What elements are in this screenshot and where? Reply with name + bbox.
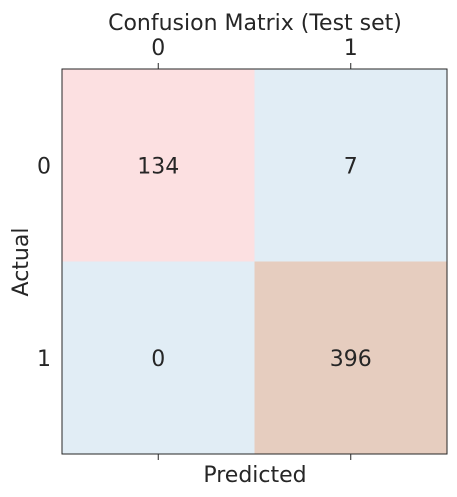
cell-value-label-1-1: 396 — [330, 347, 372, 372]
y-tick-label-0: 0 — [37, 154, 51, 179]
x-axis-label: Predicted — [203, 463, 306, 488]
heatmap-cell-1-1 — [254, 261, 447, 454]
heatmap-cell-1-0 — [62, 261, 255, 454]
cell-value-label-0-1: 7 — [344, 154, 358, 179]
cell-value-label-0-0: 134 — [137, 154, 179, 179]
plot-frame — [61, 68, 448, 455]
chart-title: Confusion Matrix (Test set) — [108, 11, 402, 36]
x-tick-label-0: 0 — [151, 36, 165, 61]
cell-value-label-1-0: 0 — [151, 347, 165, 372]
heatmap-cell-0-1 — [254, 69, 447, 262]
y-axis-label: Actual — [9, 228, 34, 297]
heatmap-cell-0-0 — [62, 69, 255, 262]
y-tick-label-1: 1 — [37, 347, 51, 372]
axis-ticks: 0 1 0 1 — [37, 36, 358, 460]
heatmap-cells: 134 7 0 396 — [62, 69, 447, 454]
x-tick-label-1: 1 — [344, 36, 358, 61]
